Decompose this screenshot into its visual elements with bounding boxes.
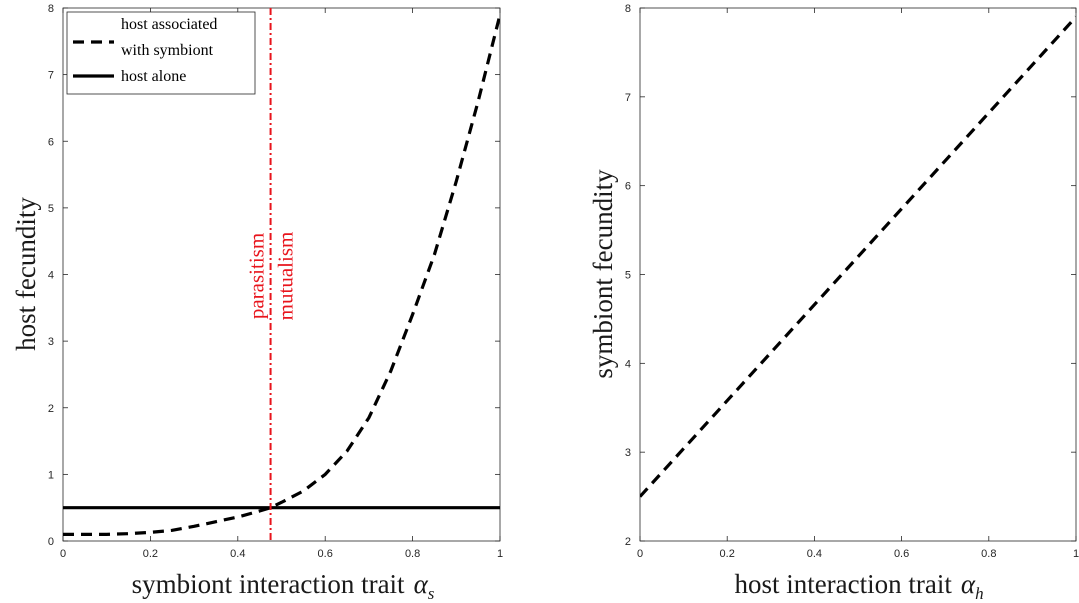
y-tick-label: 7 <box>48 70 54 82</box>
x-axis-label: host interaction trait αh <box>734 569 983 603</box>
y-axis-label: symbiont fecundity <box>588 169 618 379</box>
x-tick-label: 0.2 <box>143 548 158 560</box>
x-axis-label-subscript: h <box>975 584 984 603</box>
y-tick-label: 2 <box>625 536 631 548</box>
y-tick-label: 5 <box>625 270 631 282</box>
y-tick-label: 1 <box>48 469 54 481</box>
x-tick-label: 0 <box>637 548 643 560</box>
parasitism-label: parasitism <box>245 233 269 319</box>
legend-label-line2: with symbiont <box>121 42 214 59</box>
series-line-1 <box>63 14 500 536</box>
legend: host associated with symbiont host alone <box>66 11 256 95</box>
y-tick-label: 4 <box>48 270 54 282</box>
x-tick-label: 0.6 <box>894 548 909 560</box>
y-tick-label: 4 <box>625 358 631 370</box>
series-line-1 <box>640 15 1076 498</box>
x-tick-label: 0.6 <box>318 548 333 560</box>
y-tick-label: 3 <box>48 336 54 348</box>
y-tick-label: 0 <box>48 536 54 548</box>
y-tick-label: 2 <box>48 403 54 415</box>
x-tick-label: 0.2 <box>720 548 735 560</box>
panel-2: 0 0.2 0.4 0.6 0.8 1 2 3 4 5 6 7 8 host interaction tr… <box>588 3 1079 603</box>
axes-box <box>639 7 1077 542</box>
legend-label-line1: host associated <box>121 16 217 33</box>
y-tick-label: 5 <box>48 203 54 215</box>
y-tick-label: 3 <box>625 447 631 459</box>
y-axis-label: host fecundity <box>11 197 41 351</box>
x-tick-label: 0 <box>60 548 66 560</box>
x-axis-label-symbol: α <box>961 569 976 599</box>
legend-box <box>66 11 256 95</box>
x-tick-label: 0.8 <box>981 548 996 560</box>
y-tick-label: 8 <box>48 3 54 15</box>
x-axis-label-symbol: α <box>414 569 429 599</box>
x-axis-label-text: host interaction trait <box>734 569 952 599</box>
x-tick-label: 1 <box>497 548 503 560</box>
x-axis-label-text: symbiont interaction trait <box>132 569 405 599</box>
legend-label-host-alone: host alone <box>121 68 186 85</box>
x-tick-label: 1 <box>1073 548 1079 560</box>
x-axis-label: symbiont interaction trait αs <box>132 569 435 603</box>
x-tick-label: 0.4 <box>230 548 245 560</box>
y-tick-label: 8 <box>625 3 631 15</box>
x-tick-label: 0.4 <box>807 548 822 560</box>
mutualism-label: mutualism <box>274 232 298 321</box>
y-tick-label: 7 <box>625 92 631 104</box>
y-tick-label: 6 <box>48 136 54 148</box>
panel-1: 0 0.2 0.4 0.6 0.8 1 0 1 2 3 4 5 6 7 8 parasitism mutuali… <box>11 3 503 603</box>
y-tick-label: 6 <box>625 181 631 193</box>
x-axis-label-subscript: s <box>428 584 435 603</box>
x-tick-label: 0.8 <box>405 548 420 560</box>
